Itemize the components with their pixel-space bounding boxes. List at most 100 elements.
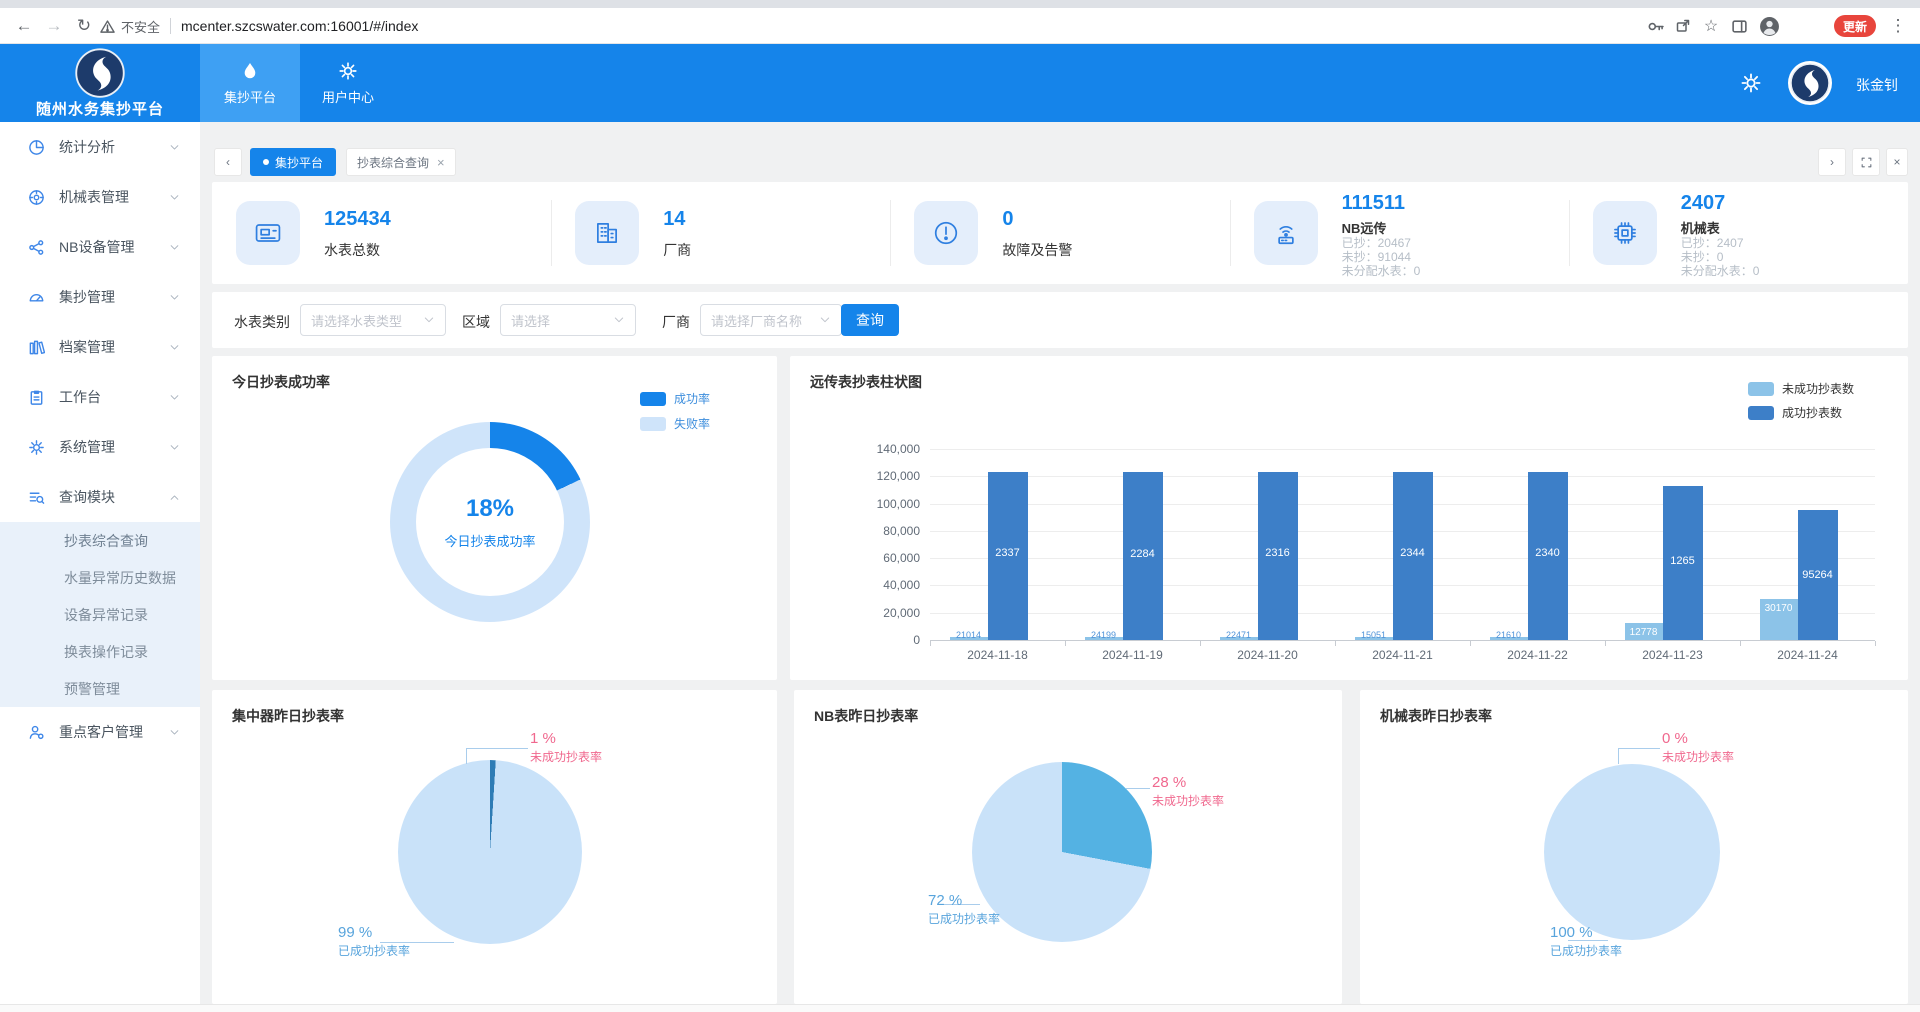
pie-chart-pie-concentrator[interactable] [398,760,582,944]
bar-fail-2024-11-19[interactable] [1084,636,1123,640]
bar-value-label: 30170 [1764,602,1793,614]
x-axis-category-label: 2024-11-23 [1642,648,1703,662]
password-key-icon[interactable] [1642,8,1668,44]
bar-success-2024-11-20[interactable] [1257,471,1298,640]
sidebar-item-meter-reading[interactable]: 集抄管理 [0,272,200,322]
pie-label-未成功抄表率: 1 % 未成功抄表率 [530,730,602,766]
url-divider [170,18,172,34]
sidebar-item-system[interactable]: 系统管理 [0,422,200,472]
pie-chart-pie-mech[interactable] [1544,764,1720,940]
sidebar-item-nb-device[interactable]: NB设备管理 [0,222,200,272]
pie-label-name: 已成功抄表率 [338,944,411,958]
tabbar-back-button[interactable]: ‹ [214,148,242,176]
share-icon[interactable] [1670,8,1696,44]
sidebar-item-vip-customer[interactable]: 重点客户管理 [0,707,200,757]
vendor-select[interactable]: 请选择厂商名称 [700,304,842,336]
bar-fail-2024-11-21[interactable] [1354,637,1393,640]
chevron-down-icon [423,314,435,326]
fullscreen-button[interactable] [1852,148,1880,176]
legend-item-成功抄表数[interactable]: 成功抄表数 [1748,404,1842,421]
legend-item-成功率[interactable]: 成功率 [640,390,710,407]
bar-success-2024-11-23[interactable] [1662,486,1703,640]
pie-label-percent: 0 % [1662,730,1688,747]
pie-label-percent: 72 % [928,892,963,909]
legend-label: 成功抄表数 [1782,406,1843,420]
browser-profile-avatar[interactable] [1756,8,1782,44]
legend-item-未成功抄表数[interactable]: 未成功抄表数 [1748,380,1854,397]
settings-gear-icon[interactable] [1740,72,1762,94]
user-avatar[interactable] [1788,61,1832,105]
bar-fail-2024-11-20[interactable] [1219,636,1258,640]
x-axis-tick [1335,641,1336,646]
workbench-icon [28,389,45,406]
close-tab-icon[interactable]: × [437,154,445,170]
pie-label-已成功抄表率: 72 % 已成功抄表率 [928,892,1000,928]
tab-label: 抄表综合查询 [357,155,430,170]
stat-value: 14 [663,208,686,230]
sidebar-item-archive[interactable]: 档案管理 [0,322,200,372]
sidebar-item-mech-meter[interactable]: 机械表管理 [0,172,200,222]
legend-item-失败率[interactable]: 失败率 [640,415,710,432]
bar-success-2024-11-19[interactable] [1122,472,1163,640]
stat-detail: 未分配水表：0 [1680,264,1760,278]
bar-success-2024-11-21[interactable] [1392,471,1433,640]
pie-label-name: 未成功抄表率 [1152,794,1225,808]
nav-tab-platform[interactable]: 集抄平台 [200,44,300,122]
sidebar-subitem-预警管理[interactable]: 预警管理 [64,680,120,697]
sidebar-item-query[interactable]: 查询模块 [0,472,200,522]
side-panel-icon[interactable] [1726,8,1752,44]
y-axis-tick-label: 120,000 [876,469,920,484]
sidebar-item-stats[interactable]: 统计分析 [0,122,200,172]
bar-success-2024-11-24[interactable] [1797,510,1838,640]
stat-value: 0 [1002,208,1014,230]
bar-fail-2024-11-18[interactable] [949,637,988,640]
sidebar-item-workbench[interactable]: 工作台 [0,372,200,422]
search-button[interactable]: 查询 [841,304,899,336]
filter-label-meter-type: 水表类别 [234,314,290,330]
tab-meter-query[interactable]: 抄表综合查询 × [346,148,456,176]
stat-label: 厂商 [663,242,692,258]
region-select[interactable]: 请选择 [500,304,636,336]
tabbar-forward-button[interactable]: › [1818,148,1846,176]
sidebar-subitem-抄表综合查询[interactable]: 抄表综合查询 [64,532,148,549]
pie-leader-line [1568,940,1608,941]
close-all-tabs-button[interactable]: × [1886,148,1908,176]
bar-success-2024-11-22[interactable] [1527,471,1568,640]
back-button[interactable]: ← [15,16,33,35]
pie-leader-line [944,904,980,905]
sidebar-item-label: 重点客户管理 [59,724,143,740]
forward-button[interactable]: → [45,16,63,35]
nav-tab-user-center[interactable]: 用户中心 [300,44,396,122]
bar-success-2024-11-18[interactable] [987,471,1028,640]
sidebar-item-label: 工作台 [59,389,101,405]
pie-label-已成功抄表率: 100 % 已成功抄表率 [1550,924,1622,960]
droplet-icon [240,61,260,81]
y-axis-tick-label: 20,000 [883,605,920,620]
system-icon [28,439,45,456]
pie-leader-line [1618,748,1619,764]
donut-chart[interactable]: 18% 今日抄表成功率 [390,422,590,622]
browser-menu-icon[interactable]: ⋮ [1889,16,1907,35]
chevron-down-icon [819,314,831,326]
tab-pinned-platform[interactable]: 集抄平台 [250,148,337,176]
meter-type-select[interactable]: 请选择水表类型 [300,304,446,336]
pie-chart-pie-nb[interactable] [972,762,1152,942]
filter-label-region: 区域 [462,314,490,330]
sidebar-subitem-水量异常历史数据[interactable]: 水量异常历史数据 [64,569,176,586]
sidebar-subitem-设备异常记录[interactable]: 设备异常记录 [64,606,148,623]
stats-icon [28,139,45,156]
stat-label: 故障及告警 [1002,242,1073,258]
bar-fail-2024-11-22[interactable] [1489,637,1528,640]
bar-fail-2024-11-24[interactable] [1759,598,1798,640]
bar-fail-2024-11-23[interactable] [1624,622,1663,640]
address-bar[interactable]: 不安全 mcenter.szcswater.com:16001/#/index [100,13,418,39]
filter-label-vendor: 厂商 [662,314,690,330]
reload-button[interactable]: ↻ [76,16,92,35]
sidebar-subitem-换表操作记录[interactable]: 换表操作记录 [64,643,148,660]
chrome-update-button[interactable]: 更新 [1833,15,1876,37]
donut-center: 18% 今日抄表成功率 [416,448,564,596]
pie-leader-line [380,942,454,943]
bookmark-star-icon[interactable]: ☆ [1703,18,1719,35]
nb-remote-tile [1253,201,1318,265]
stat-value: 125434 [324,208,391,230]
